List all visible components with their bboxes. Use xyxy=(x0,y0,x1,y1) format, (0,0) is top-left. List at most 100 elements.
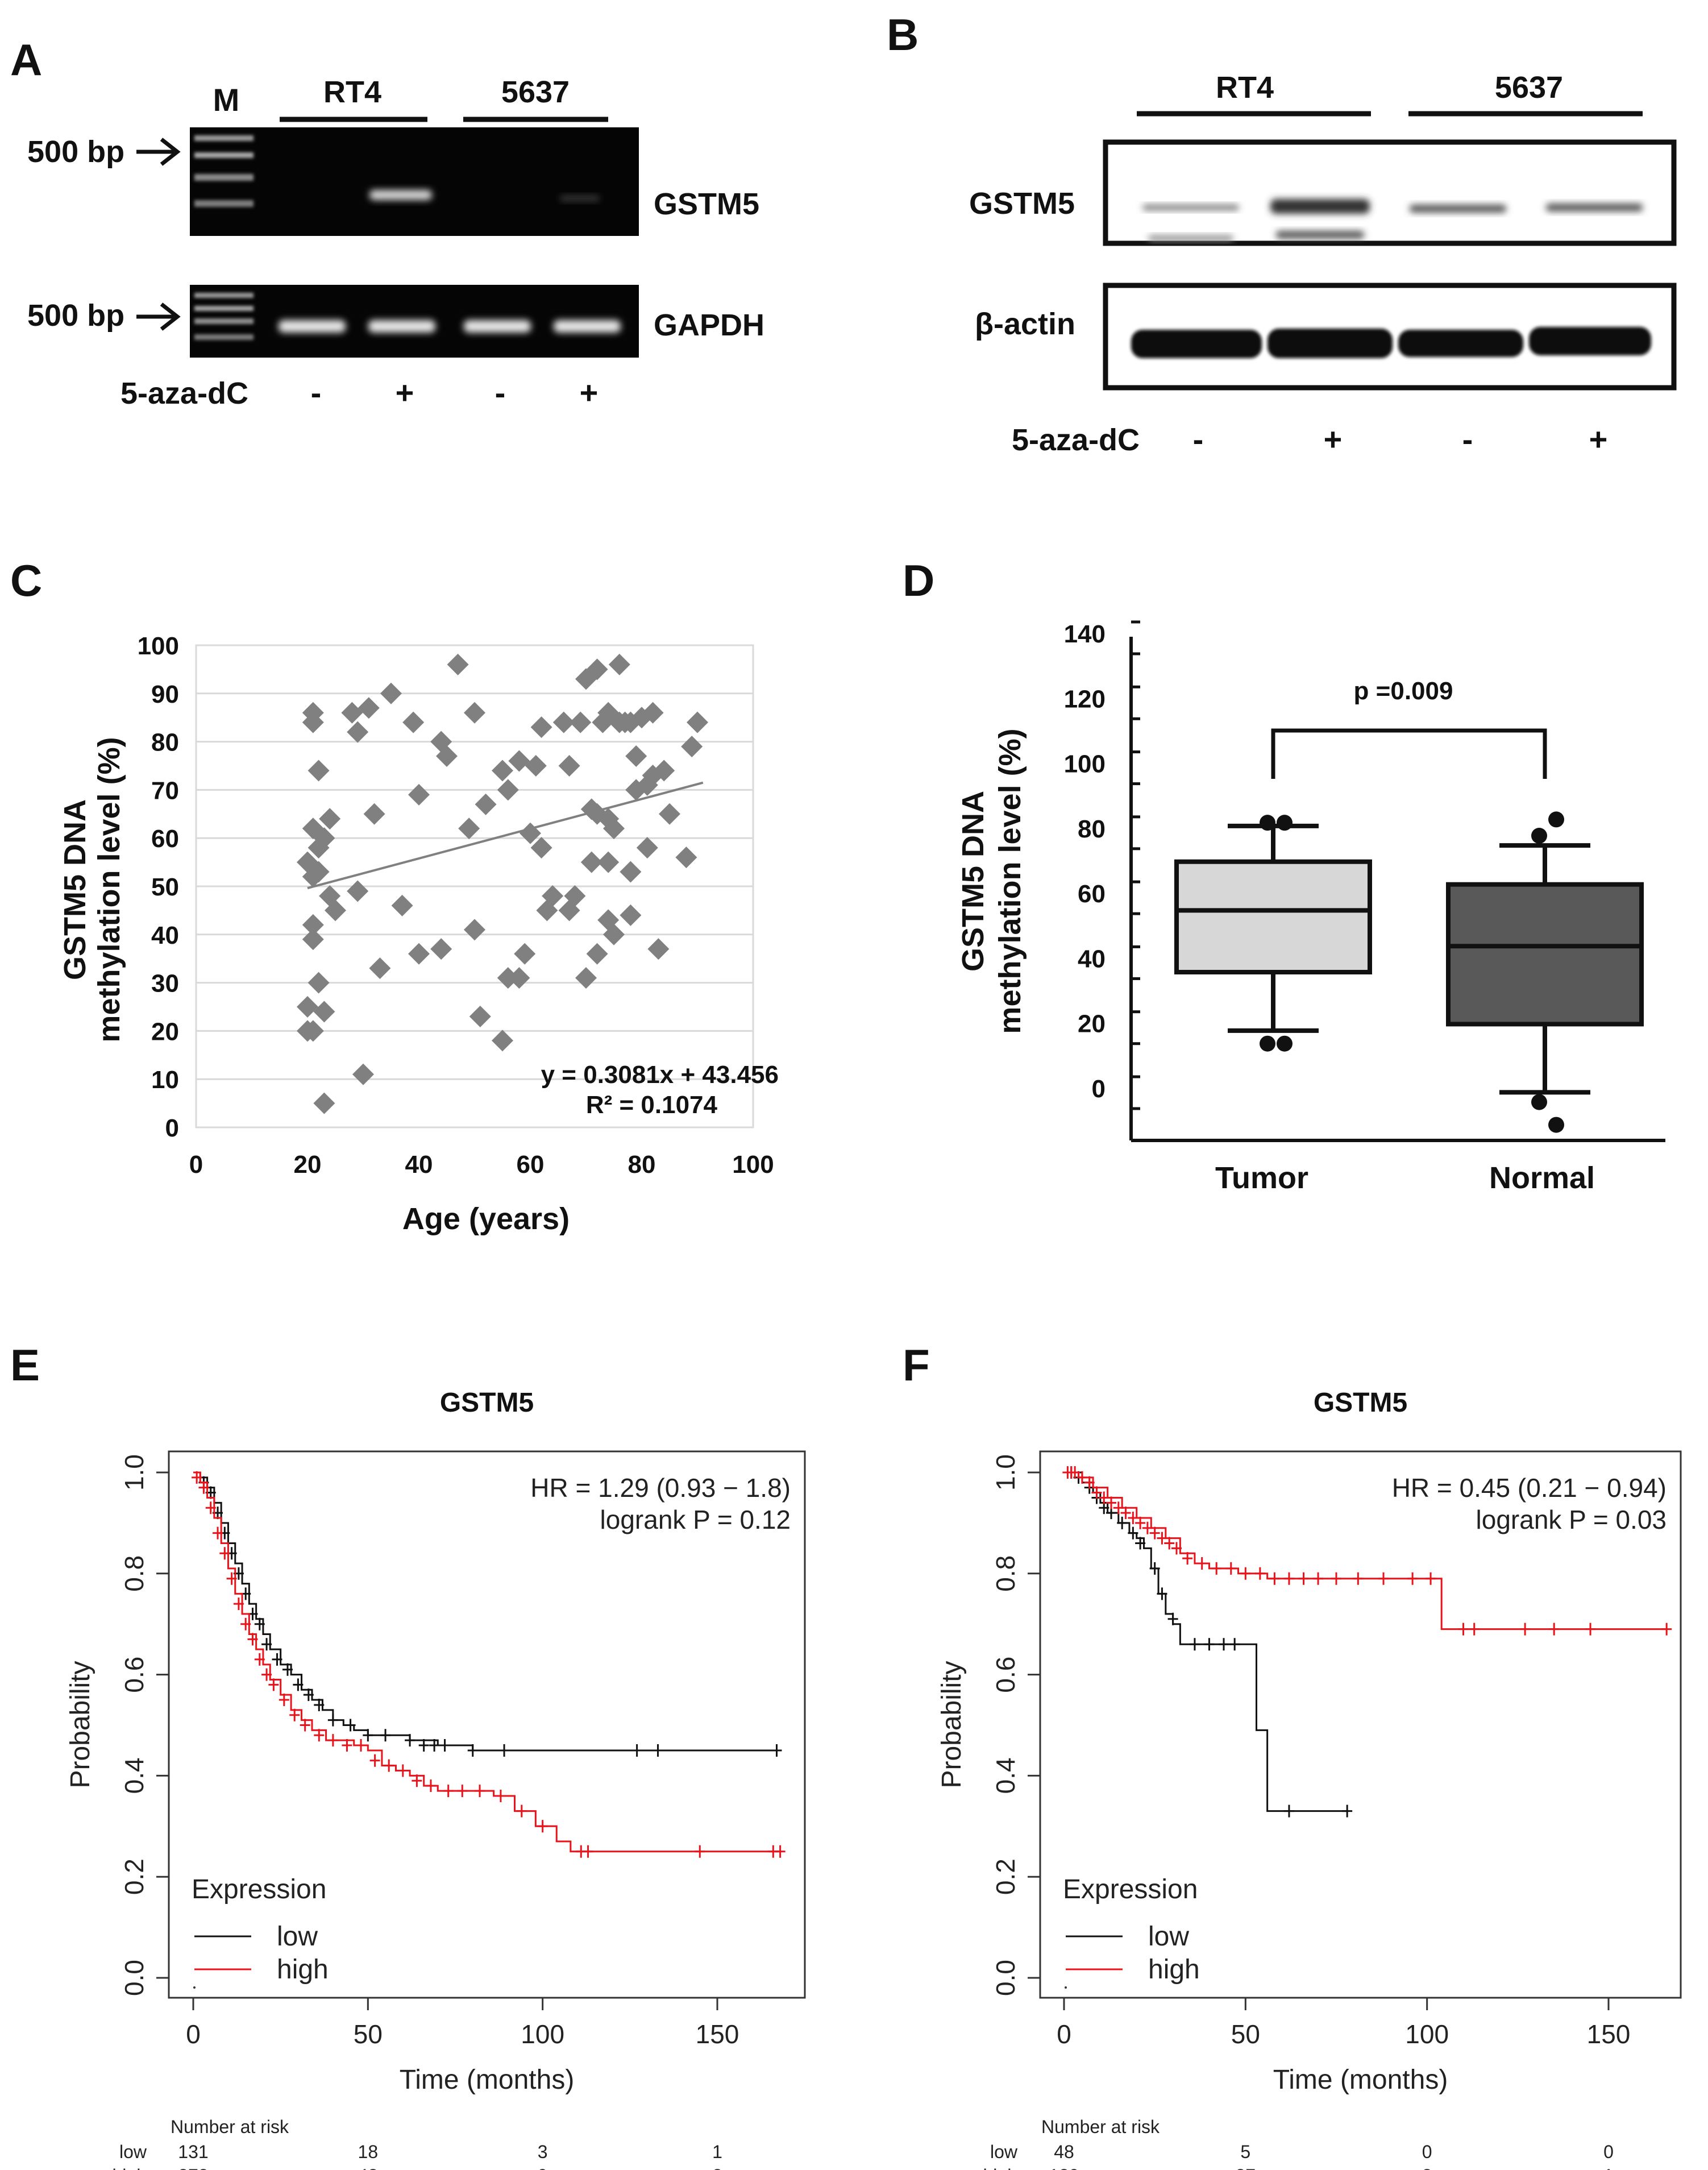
risk-value: 1 xyxy=(1603,2165,1614,2170)
censor-mark xyxy=(1229,1638,1240,1651)
data-point xyxy=(436,745,458,767)
data-point xyxy=(447,653,469,675)
protein-label-gstm5: GSTM5 xyxy=(969,186,1075,221)
censor-mark xyxy=(1407,1572,1418,1585)
data-point xyxy=(391,894,413,916)
data-point xyxy=(363,803,385,825)
treatment-sign: + xyxy=(580,375,599,410)
data-point xyxy=(525,755,547,777)
marker-lane-label: M xyxy=(213,82,240,118)
data-point xyxy=(620,861,642,883)
data-point xyxy=(307,972,330,994)
hazard-ratio: HR = 1.29 (0.93 − 1.8) xyxy=(530,1473,791,1503)
survival-curve-high xyxy=(1064,1471,1667,1630)
risk-value: 2 xyxy=(712,2165,722,2170)
censor-mark xyxy=(300,1719,310,1732)
legend-label-high: high xyxy=(1148,1955,1200,1985)
y-tick-label: 0.6 xyxy=(991,1657,1020,1693)
data-point xyxy=(514,943,536,965)
treatment-sign: + xyxy=(396,375,414,410)
y-tick-label: 0.0 xyxy=(119,1960,149,1996)
censor-mark xyxy=(219,1547,230,1560)
y-tick-label: 10 xyxy=(151,1066,179,1094)
censor-mark xyxy=(247,1633,258,1646)
risk-value: 1 xyxy=(712,2142,722,2162)
censor-mark xyxy=(1469,1623,1480,1636)
censor-mark xyxy=(1099,1491,1109,1504)
data-point xyxy=(307,760,330,782)
treatment-sign: - xyxy=(495,375,506,410)
gel-gstm5 xyxy=(190,127,639,236)
censor-mark xyxy=(1331,1572,1341,1585)
data-point xyxy=(625,745,647,767)
data-point xyxy=(307,861,330,883)
data-point xyxy=(586,658,608,681)
censor-mark xyxy=(1128,1526,1138,1540)
censor-mark xyxy=(443,1785,454,1798)
legend-title: Expression xyxy=(1063,1874,1198,1905)
data-point xyxy=(530,837,552,859)
censor-mark xyxy=(261,1668,272,1681)
data-point xyxy=(687,711,708,733)
censor-mark xyxy=(1077,1471,1087,1484)
censor-mark xyxy=(1549,1623,1560,1636)
censor-mark xyxy=(327,1734,338,1747)
censor-mark xyxy=(254,1653,265,1666)
x-tick-label: 0 xyxy=(1057,2019,1071,2049)
data-point xyxy=(520,822,541,844)
censor-mark xyxy=(1211,1562,1222,1575)
censor-mark xyxy=(475,1785,485,1798)
r-squared: R² = 0.1074 xyxy=(586,1091,718,1119)
censor-mark xyxy=(1171,1542,1182,1555)
hazard-ratio: HR = 0.45 (0.21 − 0.94) xyxy=(1392,1473,1667,1503)
censor-mark xyxy=(1142,1521,1153,1534)
data-point xyxy=(464,702,485,724)
data-point xyxy=(302,928,324,951)
censor-mark xyxy=(1149,1562,1160,1575)
censor-mark xyxy=(369,1754,380,1767)
censor-mark xyxy=(653,1744,663,1757)
data-point xyxy=(659,803,680,825)
censor-mark xyxy=(499,1744,510,1757)
panel-b: RT4 5637 GSTM5 β-actin 5-aza-dC - + - + xyxy=(969,70,1677,457)
censor-mark xyxy=(1254,1567,1265,1580)
censor-mark xyxy=(1225,1562,1236,1575)
data-point xyxy=(552,711,575,733)
censor-mark xyxy=(1342,1804,1353,1818)
panel-letter-e: E xyxy=(10,1340,40,1390)
risk-row-label: high xyxy=(113,2165,147,2170)
data-point xyxy=(603,923,625,945)
data-point xyxy=(508,967,530,989)
censor-mark xyxy=(363,1729,373,1742)
gene-label-gstm5: GSTM5 xyxy=(654,187,759,221)
y-axis-label: methylation level (%) xyxy=(993,728,1027,1034)
data-point xyxy=(497,779,519,801)
censor-mark xyxy=(429,1739,440,1752)
bands-gstm5 xyxy=(1142,199,1643,241)
protein-label-beta-actin: β-actin xyxy=(975,307,1075,341)
risk-table-title: Number at risk xyxy=(1041,2117,1160,2137)
risk-value: 0 xyxy=(1422,2142,1432,2162)
chart-title: GSTM5 xyxy=(440,1388,534,1418)
censor-mark xyxy=(303,1688,314,1702)
significance-bracket xyxy=(1271,728,1547,779)
censor-mark xyxy=(771,1744,782,1757)
x-axis-label: Time (months) xyxy=(1273,2065,1448,2095)
ladder-bands-gstm5 xyxy=(194,135,254,207)
band-gstm5-rt4-aza xyxy=(369,190,432,200)
risk-value: 48 xyxy=(1054,2142,1074,2162)
arrow-icon xyxy=(136,302,181,331)
panel-letter-d: D xyxy=(903,555,934,605)
y-axis-label: GSTM5 DNA xyxy=(58,799,92,980)
censor-mark xyxy=(293,1678,304,1691)
y-tick-label: 0 xyxy=(1092,1075,1106,1103)
panel-a: M RT4 5637 500 bp 500 xyxy=(27,75,764,410)
band-gapdh-5637-ctrl xyxy=(464,320,531,333)
outlier-point xyxy=(1548,811,1564,828)
censor-mark xyxy=(1084,1476,1095,1489)
group-label-5637: 5637 xyxy=(501,75,570,109)
survival-curve-low xyxy=(193,1471,777,1752)
logrank-p: logrank P = 0.03 xyxy=(1476,1505,1667,1534)
y-tick-label: 1.0 xyxy=(991,1454,1020,1491)
